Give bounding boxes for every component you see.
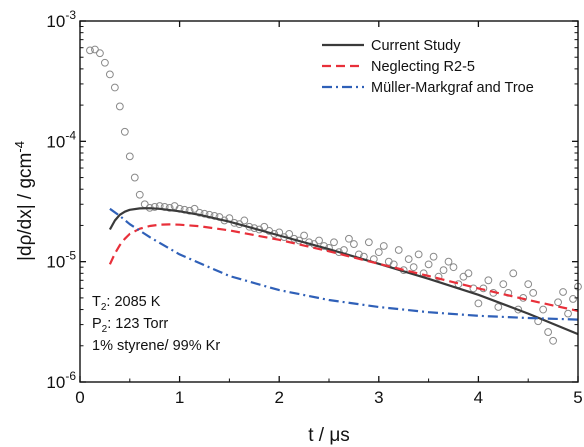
data-point: [135, 190, 144, 199]
condition-value: : 123 Torr: [107, 316, 168, 332]
y-tick-label-1: 10-5: [46, 249, 76, 272]
data-point: [374, 248, 383, 257]
x-tick-label-1: 1: [175, 388, 184, 407]
legend-label-2: Müller-Markgraf and Troe: [371, 80, 534, 96]
data-point: [345, 234, 353, 243]
data-point: [300, 231, 309, 240]
condition-subscript: 2: [101, 302, 107, 313]
y-tick-label-3: 10-3: [46, 8, 76, 31]
data-point: [439, 266, 448, 275]
data-point: [564, 309, 572, 318]
series-line-0: [108, 207, 579, 336]
y-tick-label-base: 10: [46, 132, 65, 151]
condition-base: P: [92, 316, 102, 332]
plot-area: [86, 45, 582, 345]
condition-base: 1% styrene/ 99% Kr: [92, 338, 220, 354]
data-point: [474, 299, 483, 308]
data-point: [240, 216, 249, 225]
y-tick-label-exp: -6: [65, 369, 76, 383]
condition-line-0: T2: 2085 K: [92, 294, 161, 313]
y-axis-title: |dρ/dx| / gcm-4: [12, 141, 36, 261]
legend-label-1: Neglecting R2-5: [371, 59, 475, 75]
data-point: [140, 200, 149, 209]
y-tick-label-0: 10-6: [46, 369, 76, 392]
condition-line-1: P2: 123 Torr: [92, 316, 168, 335]
condition-value: : 2085 K: [106, 294, 160, 310]
legend-label-0: Current Study: [371, 38, 461, 54]
data-point: [394, 246, 403, 254]
x-tick-label-5: 5: [573, 388, 582, 407]
data-point: [330, 238, 338, 247]
data-point: [429, 252, 438, 261]
legend: Current Study Neglecting R2-5 Müller-Markg…: [322, 38, 534, 96]
data-point: [115, 102, 124, 111]
data-point: [569, 295, 577, 303]
condition-base: T: [92, 294, 101, 310]
series-line-1: [108, 223, 579, 312]
y-tick-label-base: 10: [46, 373, 65, 392]
data-point: [554, 298, 562, 307]
data-point: [105, 70, 114, 79]
data-point: [434, 272, 443, 281]
y-tick-label-exp: -5: [65, 249, 76, 263]
data-point: [529, 289, 538, 297]
y-tick-label-base: 10: [46, 253, 65, 272]
data-point: [459, 272, 468, 281]
data-point: [150, 203, 159, 211]
data-point: [96, 49, 104, 58]
y-axis-title-base: |dρ/dx| / gcm: [15, 153, 36, 261]
data-point: [409, 263, 418, 272]
y-tick-label-exp: -3: [65, 8, 76, 22]
data-point: [449, 263, 458, 272]
data-point: [484, 276, 493, 285]
data-point: [86, 46, 94, 55]
condition-line-2: 1% styrene/ 99% Kr: [92, 338, 220, 354]
data-point: [125, 152, 134, 161]
data-point: [414, 250, 423, 259]
x-tick-label-2: 2: [274, 388, 283, 407]
x-tick-label-3: 3: [374, 388, 383, 407]
data-point: [494, 303, 503, 311]
data-point: [524, 280, 533, 289]
y-tick-label-base: 10: [46, 12, 65, 31]
x-axis-title: t / μs: [308, 425, 350, 446]
data-point: [379, 242, 388, 250]
data-point: [509, 269, 518, 278]
data-point: [544, 328, 553, 336]
data-point: [499, 280, 508, 289]
data-point: [444, 257, 453, 266]
data-point: [404, 255, 413, 264]
x-axis: 0 1 2 3 4 5: [75, 21, 583, 407]
y-tick-label-exp: -4: [65, 128, 76, 142]
data-point: [424, 260, 433, 269]
data-point: [559, 288, 567, 296]
data-point: [205, 210, 214, 219]
data-point: [549, 336, 557, 345]
data-point: [110, 83, 119, 92]
data-point: [539, 305, 548, 314]
data-point: [91, 45, 99, 54]
data-point: [165, 203, 174, 212]
data-point: [101, 58, 109, 67]
data-point: [130, 173, 139, 182]
y-axis-title-exp: -4: [12, 141, 27, 153]
y-axis: 10-610-510-410-3: [46, 8, 578, 392]
data-point: [350, 240, 358, 248]
data-point: [195, 208, 204, 217]
y-tick-label-2: 10-4: [46, 128, 76, 151]
data-point: [315, 236, 323, 245]
series-line-2: [109, 207, 579, 321]
x-tick-label-4: 4: [474, 388, 483, 407]
condition-subscript: 2: [102, 324, 108, 335]
data-point: [464, 269, 473, 278]
data-point: [260, 222, 269, 231]
data-point: [200, 209, 209, 218]
data-point: [120, 127, 129, 136]
x-tick-label-0: 0: [75, 388, 84, 407]
data-point: [364, 238, 373, 247]
data-point: [190, 204, 199, 213]
